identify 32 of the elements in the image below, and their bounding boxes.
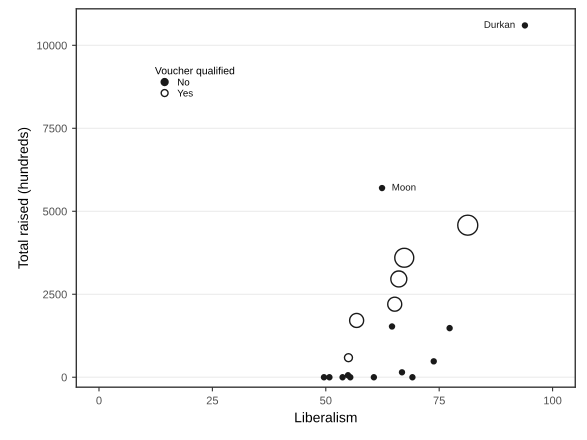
y-tick-label: 7500 [43, 124, 67, 132]
point [339, 374, 346, 380]
point [398, 369, 406, 376]
point [326, 374, 333, 380]
annotation: Moon [392, 184, 416, 191]
point [430, 358, 437, 365]
legend-title: Voucher qualified [154, 66, 234, 76]
point [378, 184, 386, 192]
annotation: Durkan [484, 20, 515, 28]
y-axis-title: Total raised (hundreds) [18, 128, 31, 269]
point [348, 312, 364, 328]
point [320, 374, 328, 380]
x-tick-label: 25 [206, 396, 218, 404]
point [347, 374, 354, 380]
y-tick-label: 0 [62, 374, 67, 382]
legend-label: Yes [177, 90, 193, 97]
legend-label: No [178, 78, 190, 86]
x-tick-label: 100 [544, 396, 562, 404]
x-axis-title: Liberalism [295, 412, 357, 422]
point [370, 374, 378, 380]
x-tick-label: 75 [434, 396, 445, 404]
point [446, 324, 453, 332]
x-tick-label: 0 [96, 396, 102, 404]
y-tick-label: 5000 [43, 208, 67, 216]
point [409, 374, 416, 380]
y-tick-label: 10000 [37, 42, 67, 50]
y-tick-label: 2500 [43, 290, 67, 298]
x-tick-label: 50 [320, 396, 332, 404]
point [388, 323, 396, 330]
point [387, 296, 402, 312]
point [522, 22, 528, 29]
point [390, 270, 408, 288]
